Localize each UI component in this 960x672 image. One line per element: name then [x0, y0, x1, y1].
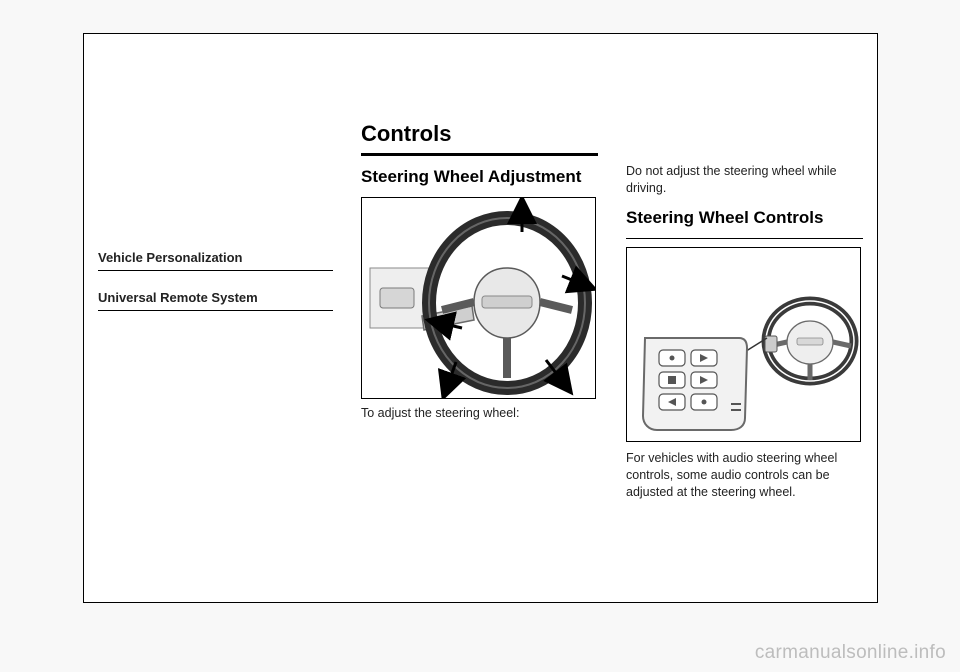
figure-steering-adjustment — [361, 197, 596, 399]
divider — [626, 238, 863, 240]
divider — [98, 270, 333, 272]
section-title: Controls — [361, 119, 598, 149]
hub-badge — [482, 296, 532, 308]
control-pad-inset — [643, 338, 747, 430]
column-right: Do not adjust the steering wheel while d… — [612, 34, 877, 602]
steering-controls-diagram — [627, 248, 861, 442]
mini-steering-wheel — [765, 301, 854, 381]
watermark-text: carmanualsonline.info — [755, 642, 946, 664]
steering-wheel-diagram — [362, 198, 596, 399]
divider — [98, 310, 333, 312]
column-center: Controls Steering Wheel Adjustment — [347, 34, 612, 602]
toc-heading-remote: Universal Remote System — [98, 289, 333, 307]
toc-heading-personalization: Vehicle Personalization — [98, 249, 333, 267]
warning-text: Do not adjust the steering wheel while d… — [626, 163, 863, 197]
figure-steering-controls — [626, 247, 861, 442]
column-left: Vehicle Personalization Universal Remote… — [84, 34, 347, 602]
manual-page: Vehicle Personalization Universal Remote… — [83, 33, 878, 603]
dash-control — [380, 288, 414, 308]
controls-description: For vehicles with audio steering wheel c… — [626, 450, 863, 501]
section-rule — [361, 153, 598, 156]
button-glyph-icon — [668, 376, 676, 384]
subsection-title: Steering Wheel Adjustment — [361, 166, 598, 189]
subsection-title-controls: Steering Wheel Controls — [626, 207, 863, 230]
button-glyph-icon — [702, 400, 707, 405]
figure-caption: To adjust the steering wheel: — [361, 405, 598, 422]
button-glyph-icon — [670, 356, 675, 361]
spoke-right — [540, 302, 572, 310]
